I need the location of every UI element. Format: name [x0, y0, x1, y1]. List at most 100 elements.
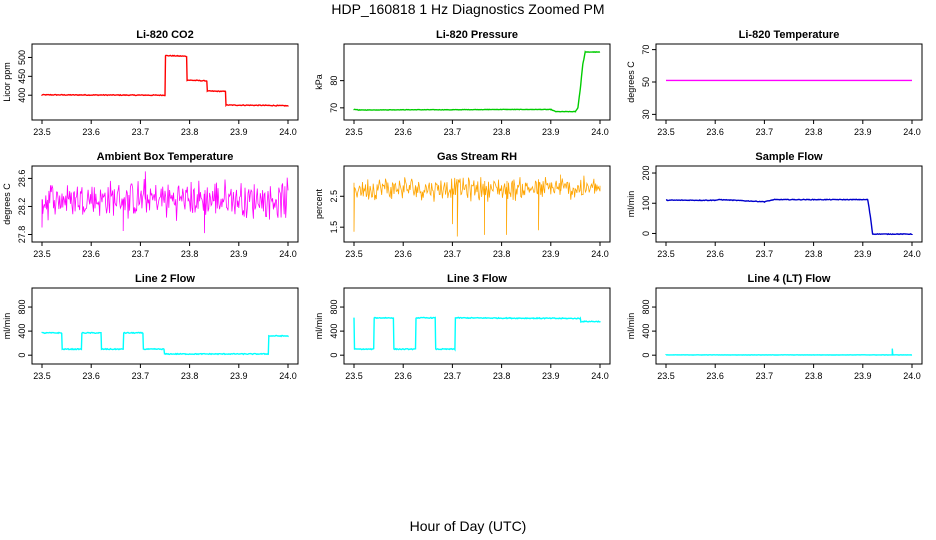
y-tick-label: 450	[17, 69, 27, 84]
y-tick-label: 100	[641, 196, 651, 211]
y-tick-label: 28.2	[17, 198, 27, 216]
y-tick-label: 0	[641, 231, 651, 236]
x-tick-label: 23.9	[230, 249, 248, 259]
x-tick-label: 23.6	[82, 249, 100, 259]
x-tick-label: 23.8	[181, 127, 199, 137]
plot-frame	[31, 165, 299, 243]
y-axis-label: kPa	[314, 74, 324, 90]
x-tick-label: 24.0	[903, 249, 921, 259]
y-tick-label: 0	[329, 353, 339, 358]
series-line	[41, 331, 289, 356]
x-tick-label: 23.9	[854, 371, 872, 381]
y-axis-label: ml/min	[2, 313, 12, 340]
y-axis-label: ml/min	[626, 191, 636, 218]
series-line	[41, 54, 289, 108]
x-tick-label: 23.7	[132, 249, 150, 259]
y-axis-label: percent	[314, 188, 324, 219]
y-tick-label: 27.8	[17, 226, 27, 244]
panel-title: Line 3 Flow	[447, 273, 507, 285]
x-tick-label: 23.6	[394, 371, 412, 381]
figure-title: HDP_160818 1 Hz Diagnostics Zoomed PM	[331, 1, 605, 17]
series-line	[353, 174, 601, 237]
x-tick-label: 23.7	[444, 371, 462, 381]
x-tick-label: 23.5	[33, 371, 51, 381]
x-tick-label: 23.6	[394, 127, 412, 137]
panel-title: Li-820 CO2	[136, 29, 193, 41]
x-tick-label: 23.5	[657, 249, 675, 259]
x-tick-label: 24.0	[279, 127, 297, 137]
chart-panel: Li-820 CO2 Licor ppm 400 450 500 23.5 23.6 23.7…	[2, 29, 299, 137]
series-line	[665, 348, 913, 356]
x-tick-label: 23.5	[33, 127, 51, 137]
x-tick-label: 24.0	[591, 371, 609, 381]
x-tick-label: 23.9	[542, 127, 560, 137]
x-tick-label: 23.9	[230, 127, 248, 137]
x-tick-label: 23.5	[345, 127, 363, 137]
x-tick-label: 23.5	[657, 127, 675, 137]
y-tick-label: 200	[641, 166, 651, 181]
y-axis-label: ml/min	[314, 313, 324, 340]
y-tick-label: 0	[17, 353, 27, 358]
x-tick-label: 23.6	[706, 249, 724, 259]
y-tick-label: 800	[17, 300, 27, 315]
chart-panel: Li-820 Pressure kPa 70 80 23.5 23.6 23.7 23.8 23…	[314, 29, 611, 137]
y-tick-label: 80	[329, 76, 339, 86]
x-tick-label: 23.8	[805, 249, 823, 259]
x-tick-label: 24.0	[279, 371, 297, 381]
x-tick-label: 23.8	[805, 371, 823, 381]
x-tick-label: 23.7	[444, 249, 462, 259]
chart-panel: Sample Flow ml/min 0 100 200 23.5 23.6 23.7 23.8…	[626, 151, 923, 259]
series-line	[665, 198, 913, 236]
x-tick-label: 24.0	[591, 249, 609, 259]
x-axis-title: Hour of Day (UTC)	[409, 518, 527, 534]
y-tick-label: 400	[17, 88, 27, 103]
panel-title: Li-820 Temperature	[739, 29, 840, 41]
y-tick-label: 50	[641, 77, 651, 87]
panel-title: Gas Stream RH	[437, 151, 517, 163]
x-tick-label: 23.7	[756, 371, 774, 381]
x-tick-label: 23.8	[181, 249, 199, 259]
x-tick-label: 23.5	[657, 371, 675, 381]
y-tick-label: 0	[641, 353, 651, 358]
y-tick-label: 70	[641, 45, 651, 55]
chart-panel: Line 3 Flow ml/min 0 400 800 23.5 23.6 23.7 23.8…	[314, 273, 611, 381]
y-tick-label: 30	[641, 109, 651, 119]
plot-frame	[343, 165, 611, 243]
chart-panel: Ambient Box Temperature degrees C 27.8 28.2…	[2, 151, 299, 259]
x-tick-label: 23.7	[132, 371, 150, 381]
x-tick-label: 23.7	[756, 249, 774, 259]
plot-frame	[31, 287, 299, 365]
y-tick-label: 400	[17, 324, 27, 339]
x-tick-label: 23.8	[493, 127, 511, 137]
x-tick-label: 23.6	[706, 371, 724, 381]
x-tick-label: 23.8	[181, 371, 199, 381]
x-tick-label: 23.9	[854, 127, 872, 137]
x-tick-label: 24.0	[903, 371, 921, 381]
y-tick-label: 70	[329, 103, 339, 113]
panel-title: Li-820 Pressure	[436, 29, 518, 41]
plot-frame	[343, 43, 611, 121]
y-tick-label: 800	[329, 300, 339, 315]
x-tick-label: 24.0	[279, 249, 297, 259]
series-line	[41, 171, 289, 234]
x-tick-label: 23.6	[82, 127, 100, 137]
x-tick-label: 23.9	[854, 249, 872, 259]
y-tick-label: 2.5	[329, 190, 339, 203]
y-axis-label: degrees C	[626, 61, 636, 103]
x-tick-label: 23.6	[82, 371, 100, 381]
y-axis-label: ml/min	[626, 313, 636, 340]
chart-panel: Line 4 (LT) Flow ml/min 0 400 800 23.5 23.6 23.…	[626, 273, 923, 381]
chart-panel: Line 2 Flow ml/min 0 400 800 23.5 23.6 23.7 23.8…	[2, 273, 299, 381]
panel-title: Line 2 Flow	[135, 273, 195, 285]
y-tick-label: 800	[641, 300, 651, 315]
chart-panel: Gas Stream RH percent 1.5 2.5 23.5 23.6 23.7 23…	[314, 151, 611, 259]
panel-title: Ambient Box Temperature	[97, 151, 234, 163]
x-tick-label: 23.5	[33, 249, 51, 259]
x-tick-label: 23.9	[542, 371, 560, 381]
panel-title: Sample Flow	[755, 151, 823, 163]
x-tick-label: 23.7	[756, 127, 774, 137]
y-axis-label: Licor ppm	[2, 62, 12, 102]
x-tick-label: 23.8	[805, 127, 823, 137]
series-line	[353, 316, 601, 352]
y-tick-label: 28.6	[17, 170, 27, 188]
